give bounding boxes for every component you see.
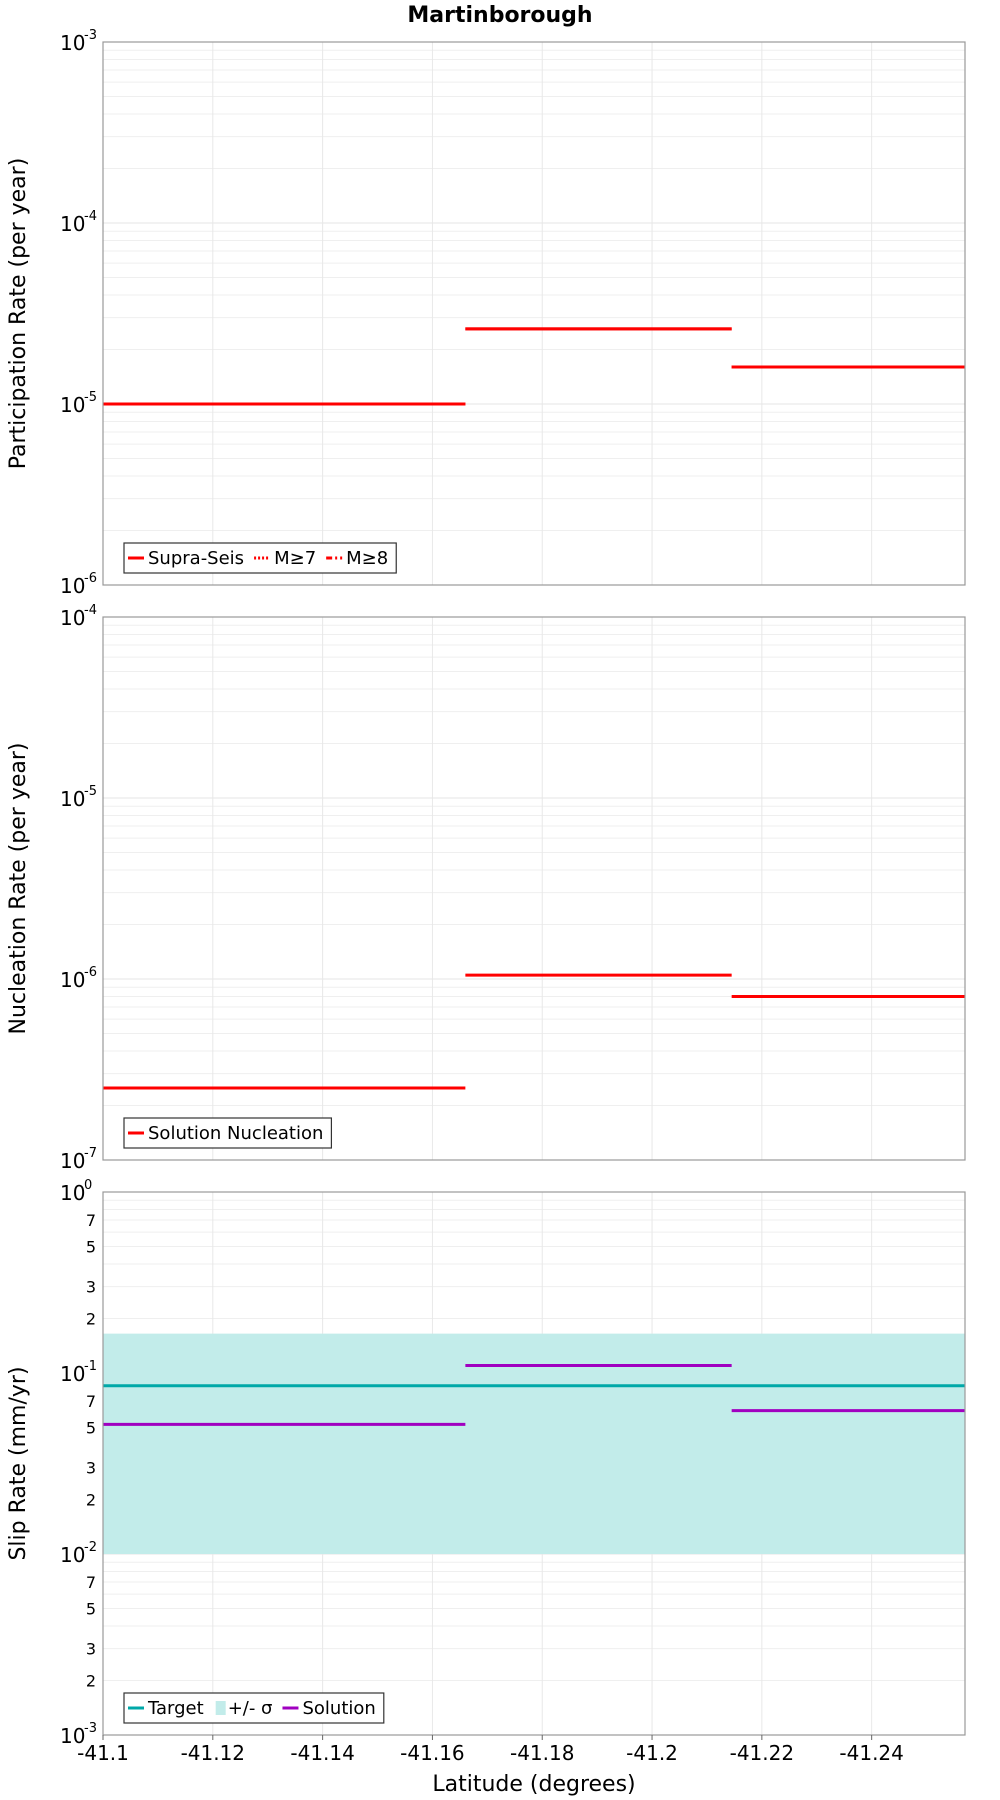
y-minor-tick-label: 7 [86,1573,96,1592]
x-tick-label: -41.1 [77,1741,129,1765]
x-tick-label: -41.14 [290,1741,354,1765]
y-tick-label: 10 [60,787,85,811]
legend: Solution Nucleation [123,1117,333,1149]
x-tick-label: -41.16 [400,1741,464,1765]
plot-border [102,616,966,1161]
y-minor-tick-label: 3 [86,1459,96,1478]
plot-background [103,617,965,1160]
y-tick-exponent: -6 [84,571,97,586]
y-minor-tick-label: 5 [86,1237,96,1256]
y-minor-tick-label: 7 [86,1392,96,1411]
legend-label: M≥8 [346,548,388,569]
y-minor-tick-label: 2 [86,1672,96,1691]
y-tick-label: 10 [60,574,85,598]
y-tick-label: 10 [60,606,85,630]
legend-label: Supra-Seis [148,548,244,569]
legend-label: Solution [302,1698,375,1719]
legend-box [123,1692,385,1724]
y-tick-exponent: -6 [84,965,97,980]
y-tick-exponent: -1 [84,1359,97,1374]
plot-background [103,42,965,585]
y-tick-exponent: 0 [84,1178,92,1193]
y-tick-label: 10 [60,31,85,55]
y-tick-exponent: -2 [84,1540,97,1555]
y-tick-label: 10 [60,1149,85,1173]
y-axis-label: Nucleation Rate (per year) [6,743,31,1035]
legend: Target +/- σ Solution [123,1692,385,1724]
sigma-band [103,1333,965,1554]
y-minor-tick-label: 3 [86,1278,96,1297]
legend-box [123,1117,333,1149]
y-tick-label: 10 [60,968,85,992]
y-minor-tick-label: 7 [86,1211,96,1230]
y-tick-label: 10 [60,1543,85,1567]
plot-border [102,41,966,586]
y-minor-tick-label: 5 [86,1599,96,1618]
y-minor-tick-label: 5 [86,1418,96,1437]
y-tick-label: 10 [60,1724,85,1748]
x-tick-label: -41.18 [510,1741,574,1765]
x-tick-label: -41.24 [839,1741,903,1765]
y-tick-exponent: -3 [84,28,97,43]
legend: Supra-Seis M≥7 M≥8 [123,542,397,574]
legend-box [123,542,397,574]
y-tick-exponent: -4 [84,603,97,618]
x-tick-label: -41.12 [181,1741,245,1765]
y-tick-label: 10 [60,393,85,417]
y-tick-label: 10 [60,212,85,236]
x-tick-label: -41.22 [730,1741,794,1765]
y-minor-tick-label: 2 [86,1310,96,1329]
y-axis-label: Slip Rate (mm/yr) [6,1366,31,1560]
y-minor-tick-label: 2 [86,1491,96,1510]
legend-label: M≥7 [274,548,316,569]
x-tick-label: -41.2 [626,1741,678,1765]
y-tick-label: 10 [60,1181,85,1205]
y-tick-exponent: -7 [84,1146,97,1161]
y-tick-exponent: -4 [84,209,97,224]
y-tick-exponent: -5 [84,784,97,799]
y-tick-exponent: -3 [84,1721,97,1736]
x-axis-label: Latitude (degrees) [432,1772,635,1797]
y-axis-label: Participation Rate (per year) [6,158,31,470]
legend-label: Solution Nucleation [148,1123,323,1144]
y-tick-label: 10 [60,1362,85,1386]
y-minor-tick-label: 3 [86,1640,96,1659]
legend-label: Target [147,1698,204,1719]
legend-label: +/- σ [228,1698,273,1719]
y-tick-exponent: -5 [84,390,97,405]
plot-border [102,1191,966,1736]
chart-title: Martinborough [407,3,592,28]
legend-swatch-sigma [215,1701,226,1715]
